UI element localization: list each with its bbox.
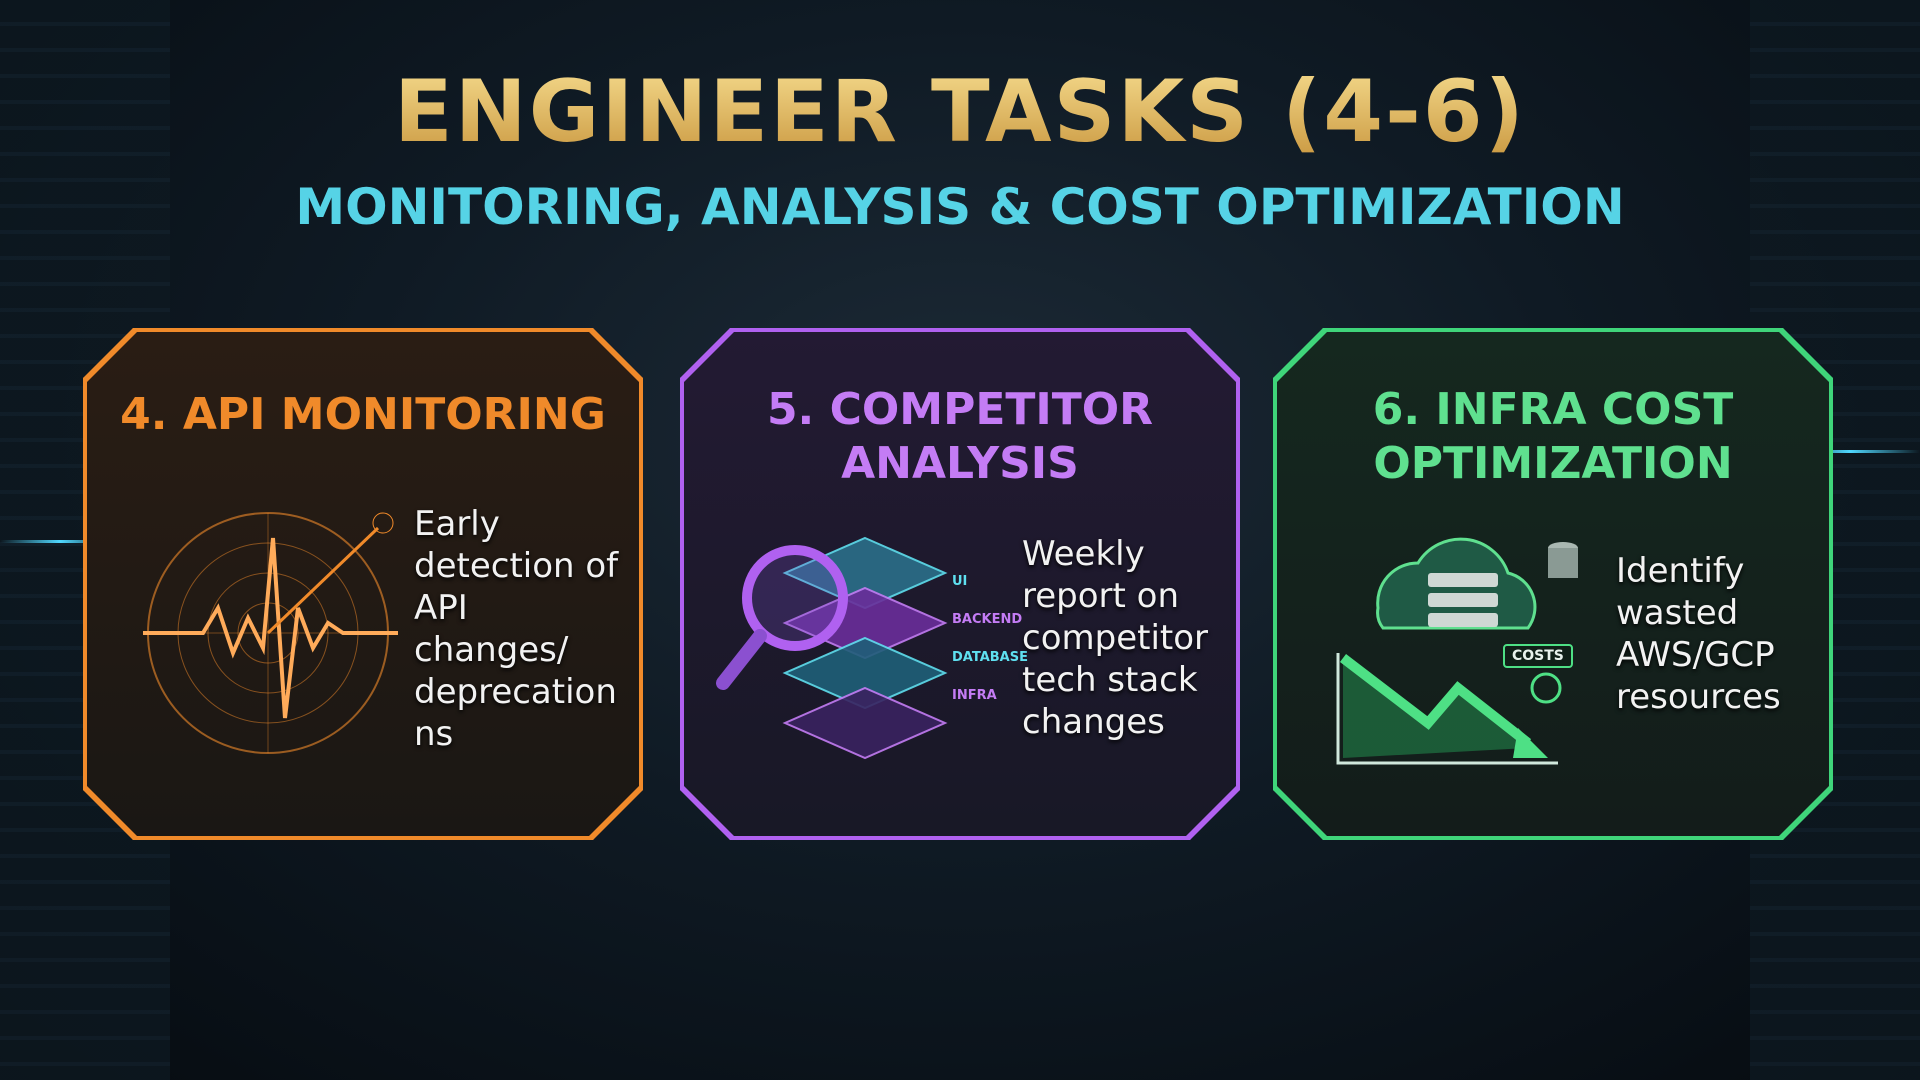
heading-line: OPTIMIZATION [1373, 438, 1733, 489]
stack-label: BACKEND [952, 612, 1023, 627]
page-subtitle: MONITORING, ANALYSIS & COST OPTIMIZATION [295, 178, 1625, 236]
card-heading: 4. API MONITORING [120, 389, 606, 440]
radar-heartbeat-icon [123, 488, 413, 778]
desc-line: AWS/GCP [1616, 635, 1775, 675]
card-description: Weekly report on competitor tech stack c… [1022, 533, 1208, 743]
card-heading: 5. COMPETITOR ANALYSIS [680, 383, 1240, 491]
stack-label: DATABASE [952, 650, 1028, 665]
desc-line: Weekly [1022, 534, 1145, 574]
desc-line: Identify [1616, 551, 1745, 591]
desc-line: Early [414, 504, 500, 544]
cloud-cost-chart-icon [1318, 513, 1588, 773]
heading-line: 6. INFRA COST [1372, 384, 1734, 435]
desc-line: wasted [1616, 593, 1739, 633]
card-competitor-analysis: 5. COMPETITOR ANALYSIS UI BACKEND DATABA… [680, 328, 1240, 840]
stack-label: INFRA [952, 688, 997, 703]
card-infra-cost-optimization: 6. INFRA COST OPTIMIZATION COSTS Identif… [1273, 328, 1833, 840]
desc-line: changes/ [414, 630, 569, 670]
desc-line: API [414, 588, 468, 628]
desc-line: tech stack [1022, 660, 1198, 700]
magnifier-stack-icon [715, 518, 1015, 778]
card-heading: 6. INFRA COST OPTIMIZATION [1273, 383, 1833, 491]
page-title: ENGINEER TASKS (4-6) [0, 62, 1920, 162]
card-api-monitoring: 4. API MONITORING Early detection of API… [83, 328, 643, 840]
desc-line: deprecation [414, 672, 617, 712]
heading-line: ANALYSIS [841, 438, 1079, 489]
stack-label: UI [952, 574, 968, 589]
stack-labels: UI BACKEND DATABASE INFRA [952, 563, 1028, 715]
light-streak [1780, 450, 1920, 453]
light-streak [0, 540, 120, 543]
heading-line: 5. COMPETITOR [766, 384, 1154, 435]
card-description: Identify wasted AWS/GCP resources [1616, 550, 1781, 718]
desc-line: competitor [1022, 618, 1209, 658]
card-description: Early detection of API changes/ deprecat… [414, 503, 618, 755]
desc-line: detection of [414, 546, 619, 586]
desc-line: ns [414, 714, 454, 754]
desc-line: resources [1616, 677, 1781, 717]
desc-line: report on [1022, 576, 1180, 616]
costs-badge: COSTS [1503, 644, 1573, 668]
desc-line: changes [1022, 702, 1165, 742]
